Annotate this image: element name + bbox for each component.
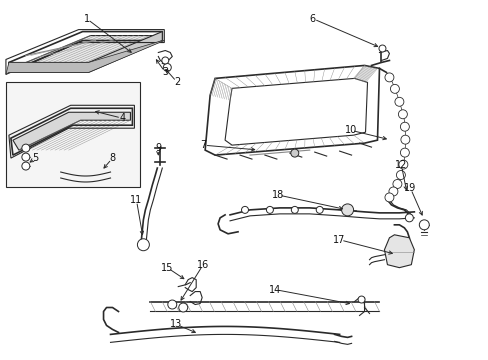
- Circle shape: [384, 193, 393, 202]
- Circle shape: [167, 300, 176, 309]
- Text: 13: 13: [170, 319, 182, 329]
- Circle shape: [398, 110, 407, 119]
- Circle shape: [398, 160, 407, 169]
- Circle shape: [400, 148, 408, 157]
- Circle shape: [400, 135, 409, 144]
- Polygon shape: [13, 112, 130, 150]
- Circle shape: [400, 122, 408, 131]
- Text: 7: 7: [200, 140, 206, 150]
- Circle shape: [162, 57, 168, 64]
- Polygon shape: [9, 32, 162, 72]
- Circle shape: [394, 97, 403, 106]
- Circle shape: [241, 206, 248, 213]
- Text: 1: 1: [83, 14, 89, 24]
- Circle shape: [163, 63, 171, 71]
- Text: 19: 19: [404, 183, 416, 193]
- Circle shape: [389, 84, 399, 93]
- Polygon shape: [19, 36, 160, 66]
- Circle shape: [405, 214, 412, 222]
- Circle shape: [378, 45, 385, 52]
- Circle shape: [22, 153, 30, 161]
- Text: 9: 9: [155, 143, 161, 153]
- Circle shape: [341, 204, 353, 216]
- Text: 8: 8: [109, 153, 115, 163]
- Circle shape: [388, 187, 397, 196]
- Text: 2: 2: [174, 77, 180, 87]
- Circle shape: [396, 171, 405, 180]
- Circle shape: [290, 149, 298, 157]
- Circle shape: [22, 144, 30, 152]
- Text: 6: 6: [309, 14, 315, 24]
- Circle shape: [22, 162, 30, 170]
- Text: 4: 4: [119, 113, 125, 123]
- Text: 10: 10: [344, 125, 356, 135]
- Circle shape: [357, 296, 364, 303]
- Circle shape: [137, 239, 149, 251]
- Polygon shape: [384, 235, 413, 268]
- Circle shape: [384, 73, 393, 82]
- Text: 18: 18: [271, 190, 284, 200]
- Text: 3: 3: [162, 67, 168, 77]
- Text: 16: 16: [197, 260, 209, 270]
- FancyBboxPatch shape: [6, 82, 140, 187]
- Text: 11: 11: [130, 195, 142, 205]
- Circle shape: [316, 206, 323, 213]
- Circle shape: [291, 206, 298, 213]
- Circle shape: [392, 180, 401, 189]
- Polygon shape: [224, 78, 367, 145]
- Circle shape: [419, 220, 428, 230]
- Text: 12: 12: [394, 160, 407, 170]
- Circle shape: [179, 303, 187, 312]
- Text: 14: 14: [268, 284, 281, 294]
- Text: 5: 5: [33, 153, 39, 163]
- Text: 15: 15: [161, 263, 173, 273]
- Circle shape: [266, 206, 273, 213]
- Polygon shape: [6, 41, 164, 75]
- Text: 17: 17: [333, 235, 345, 245]
